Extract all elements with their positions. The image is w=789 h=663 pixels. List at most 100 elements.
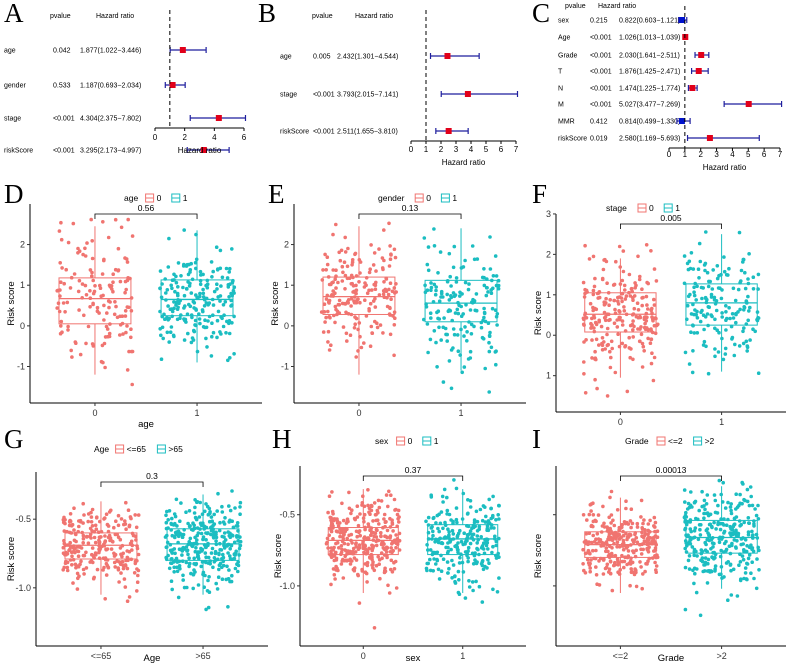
data-point <box>745 349 749 353</box>
data-point <box>323 252 327 257</box>
data-point <box>90 256 95 261</box>
data-point <box>97 550 101 555</box>
data-point <box>586 548 591 553</box>
data-point <box>97 556 102 560</box>
data-point <box>200 512 205 516</box>
data-point <box>362 341 366 345</box>
data-point <box>608 317 612 322</box>
data-point <box>701 286 705 290</box>
data-point <box>116 246 121 251</box>
data-point <box>713 302 718 306</box>
data-point <box>90 529 94 533</box>
data-point <box>616 570 620 574</box>
data-point <box>81 536 86 541</box>
data-point <box>184 545 189 549</box>
row-hr-text: 1.187(0.693−2.034) <box>80 83 141 90</box>
data-point <box>474 308 479 313</box>
data-point <box>65 300 70 305</box>
data-point <box>439 569 444 573</box>
data-point <box>195 500 199 505</box>
hr-point <box>706 135 713 141</box>
data-point <box>176 532 180 537</box>
data-point <box>735 594 740 598</box>
data-point <box>652 515 657 520</box>
data-point <box>123 279 128 284</box>
data-point <box>226 551 230 555</box>
data-point <box>697 523 702 527</box>
data-point <box>697 241 702 246</box>
data-point <box>184 560 189 565</box>
data-point <box>443 523 448 527</box>
data-point <box>70 355 74 359</box>
data-point <box>619 292 624 296</box>
data-point <box>487 349 492 354</box>
row-pvalue: <0.001 <box>590 86 612 93</box>
data-point <box>491 274 496 278</box>
row-label: MMR <box>558 119 575 126</box>
data-point <box>432 244 437 248</box>
data-point <box>365 560 370 565</box>
data-point <box>616 302 621 306</box>
y-axis-label: Risk score <box>273 534 284 578</box>
data-point <box>382 280 386 284</box>
data-point <box>66 328 70 332</box>
data-point <box>389 252 393 256</box>
data-point <box>343 548 347 552</box>
data-point <box>624 294 629 298</box>
data-point <box>479 561 484 566</box>
data-point <box>173 289 177 294</box>
row-pvalue: <0.001 <box>590 53 612 60</box>
data-point <box>229 304 233 308</box>
data-point <box>750 560 754 564</box>
data-point <box>384 277 389 281</box>
data-point <box>105 327 110 331</box>
data-point <box>206 605 211 610</box>
data-point <box>621 533 626 538</box>
data-point <box>635 301 640 306</box>
data-point <box>426 350 430 355</box>
data-point <box>654 279 659 283</box>
data-point <box>371 538 376 542</box>
data-point <box>215 318 220 323</box>
data-point <box>238 500 243 505</box>
data-point <box>644 243 649 247</box>
data-point <box>181 285 185 290</box>
data-point <box>431 529 435 534</box>
data-point <box>466 556 471 560</box>
data-point <box>481 567 486 572</box>
data-point <box>463 550 468 554</box>
data-point <box>109 508 113 513</box>
data-point <box>172 565 176 570</box>
data-point <box>85 241 89 245</box>
data-point <box>741 341 746 346</box>
data-point <box>684 541 688 545</box>
data-point <box>227 270 231 274</box>
data-point <box>90 524 95 528</box>
data-point <box>221 552 225 557</box>
data-point <box>618 567 622 572</box>
data-point <box>237 553 241 557</box>
data-point <box>620 323 625 327</box>
data-point <box>135 589 139 593</box>
data-point <box>465 533 470 537</box>
data-point <box>201 287 205 292</box>
data-point <box>391 529 395 533</box>
data-point <box>326 309 330 314</box>
data-point <box>723 506 728 510</box>
row-pvalue: 0.412 <box>590 119 608 126</box>
x-tick-label: 1 <box>459 408 464 418</box>
data-point <box>458 353 463 357</box>
data-point <box>724 304 728 308</box>
data-point <box>622 565 626 570</box>
data-point <box>103 516 107 520</box>
data-point <box>377 247 381 251</box>
row-pvalue: 0.042 <box>53 48 71 55</box>
data-point <box>207 314 212 319</box>
data-point <box>462 365 467 369</box>
data-point <box>648 530 652 534</box>
data-point <box>633 531 638 535</box>
data-point <box>180 553 184 557</box>
data-point <box>439 541 443 545</box>
data-point <box>748 485 753 489</box>
data-point <box>615 508 620 512</box>
